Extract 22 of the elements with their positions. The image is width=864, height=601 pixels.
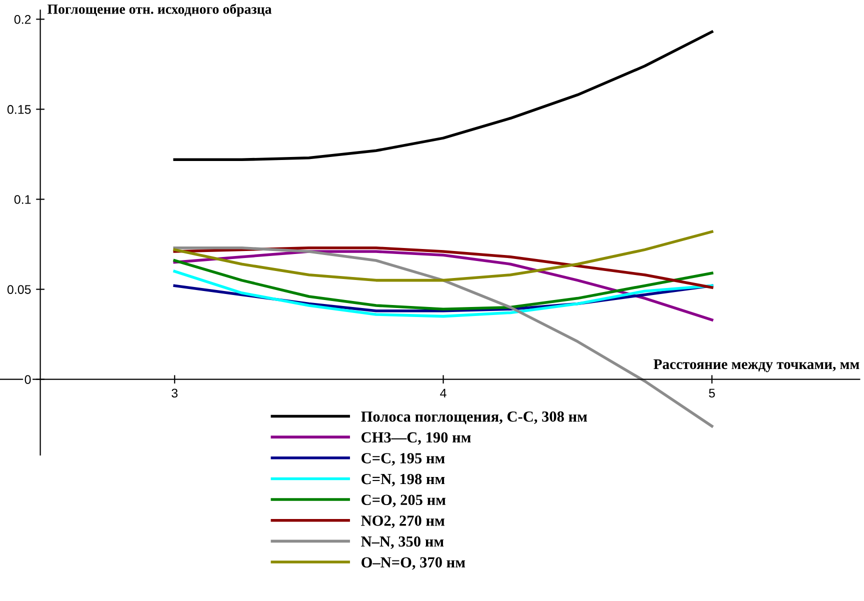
line-series bbox=[173, 230, 714, 282]
line-series bbox=[173, 259, 714, 310]
legend-label: Полоса поглощения, С-С, 308 нм bbox=[361, 411, 588, 424]
line-series bbox=[173, 30, 714, 162]
y-tick-label: 0.2 bbox=[14, 15, 31, 24]
x-tick-label: 5 bbox=[708, 388, 715, 398]
legend-label: O–N=O, 370 нм bbox=[362, 557, 466, 570]
y-tick-label: 0.1 bbox=[14, 195, 31, 204]
y-tick-label: 0 bbox=[24, 375, 31, 384]
x-tick-label: 3 bbox=[172, 388, 178, 398]
y-tick-label: 0.15 bbox=[7, 105, 31, 114]
legend-label: C=O, 205 нм bbox=[362, 494, 446, 508]
legend-label: CH3—C, 190 нм bbox=[362, 432, 471, 445]
legend-label: NO2, 270 нм bbox=[361, 516, 444, 528]
y-tick-label: 0.05 bbox=[7, 285, 31, 294]
legend-label: N–N, 350 нм bbox=[361, 536, 444, 549]
legend-label: C=N, 198 нм bbox=[362, 474, 445, 486]
y-axis-title: Поглощение отн. исходного образца bbox=[48, 4, 272, 17]
line-series bbox=[173, 270, 714, 318]
legend-label: C=C, 195 нм bbox=[362, 453, 445, 466]
x-tick-label: 4 bbox=[440, 388, 446, 398]
x-axis-title: Расстояние между точками, мм bbox=[654, 359, 860, 372]
